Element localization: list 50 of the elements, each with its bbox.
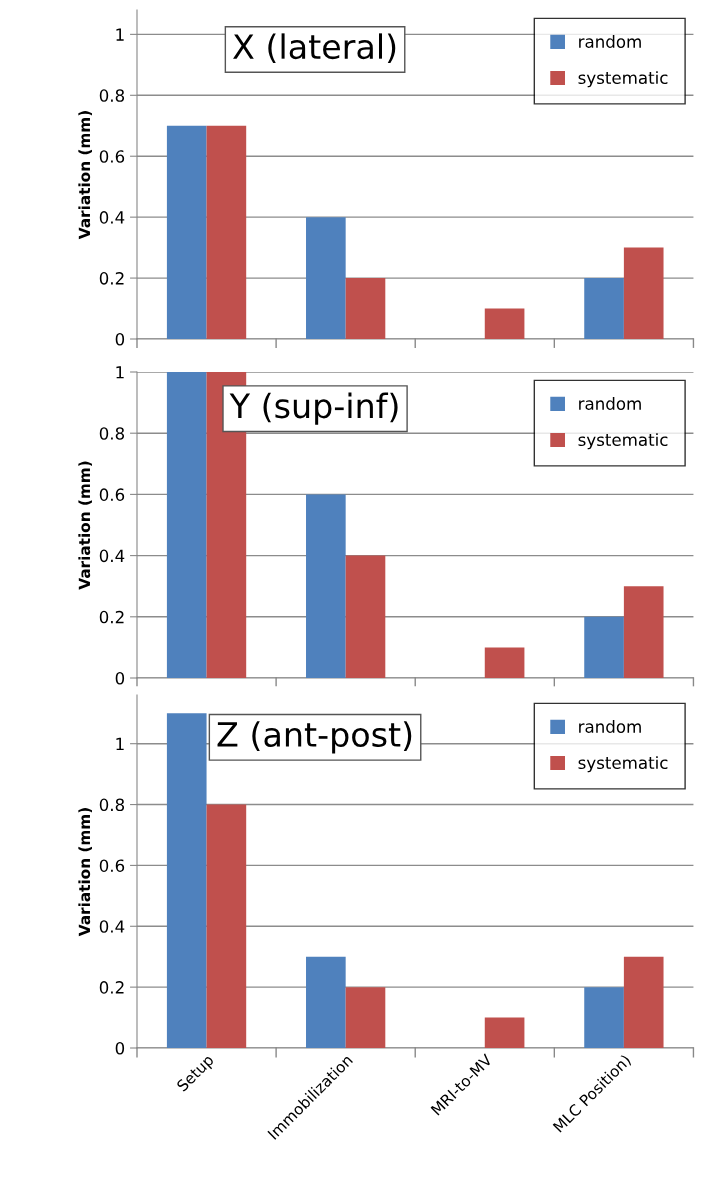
- y-tick-label: 0.2: [99, 981, 124, 994]
- bar: [584, 616, 624, 678]
- bar: [306, 956, 346, 1048]
- bar: [623, 956, 664, 1048]
- bar: [623, 586, 664, 678]
- bar: [166, 713, 207, 1048]
- bar: [206, 804, 247, 1048]
- y-tick-label: 1: [116, 737, 124, 751]
- y-tick-label: 1: [116, 28, 124, 41]
- text: Z (ant-post): [217, 721, 412, 754]
- y-tick-label: 0.4: [99, 549, 125, 563]
- y-tick-label: 0.8: [99, 427, 125, 440]
- bar: [166, 372, 207, 678]
- y-tick-label: 0.4: [99, 920, 125, 933]
- bar: [306, 494, 346, 678]
- y-tick-label: 0: [115, 332, 125, 346]
- bar: [345, 555, 386, 678]
- bar: [584, 278, 624, 339]
- text: X (lateral): [233, 33, 396, 64]
- y-tick-label: 0.2: [99, 272, 124, 285]
- bar: [623, 247, 664, 339]
- legend-label: systematic: [578, 433, 668, 450]
- y-tick-label: 0.6: [99, 150, 125, 163]
- legend-label: random: [579, 397, 641, 410]
- bar: [484, 308, 525, 339]
- legend-label: systematic: [578, 756, 668, 773]
- legend-label: random: [579, 720, 641, 733]
- y-axis-title: Variation (mm): [78, 111, 92, 240]
- legend-label: random: [579, 35, 641, 48]
- y-axis-title: Variation (mm): [78, 461, 92, 590]
- y-tick-label: 0.4: [99, 211, 125, 224]
- y-tick-label: 0.2: [99, 610, 124, 624]
- bar: [584, 987, 624, 1048]
- bar: [306, 217, 346, 339]
- bar: [345, 278, 386, 339]
- legend-label: systematic: [578, 71, 668, 88]
- bar: [484, 1017, 525, 1048]
- y-tick-label: 0.8: [99, 89, 125, 102]
- bar: [166, 125, 207, 339]
- y-tick-label: 1: [116, 366, 124, 379]
- y-axis-title: Variation (mm): [78, 808, 92, 937]
- y-tick-label: 0: [115, 671, 125, 685]
- y-tick-label: 0.6: [99, 859, 125, 872]
- y-tick-label: 0.6: [99, 488, 125, 501]
- bar: [345, 987, 386, 1048]
- text: Y (sup-inf): [229, 392, 398, 425]
- y-tick-label: 0.8: [99, 798, 125, 812]
- bar: [206, 125, 247, 339]
- bar: [484, 647, 525, 678]
- y-tick-label: 0: [115, 1041, 125, 1055]
